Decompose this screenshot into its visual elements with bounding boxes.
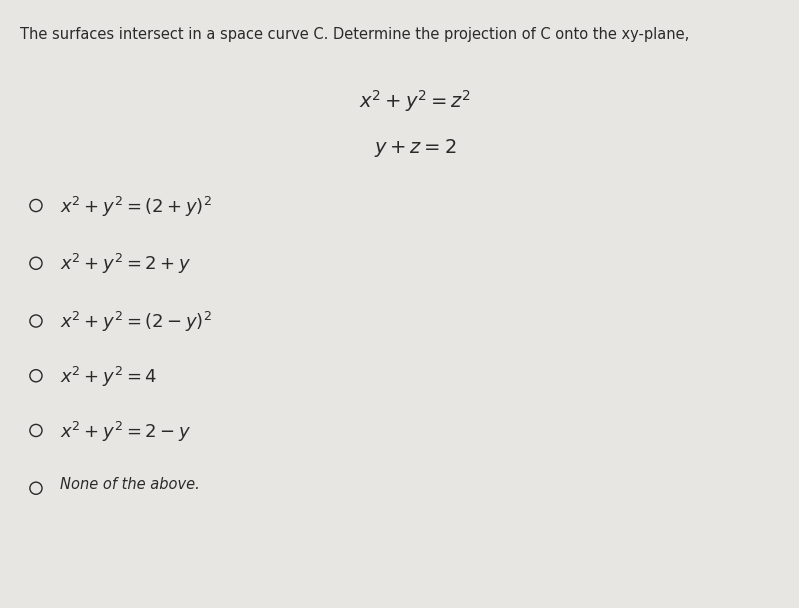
Text: $y + z = 2$: $y + z = 2$ [374, 137, 457, 159]
Text: $x^2 + y^2 = (2 - y)^2$: $x^2 + y^2 = (2 - y)^2$ [60, 310, 212, 334]
Text: $x^2 + y^2 = 2 + y$: $x^2 + y^2 = 2 + y$ [60, 252, 191, 277]
Text: The surfaces intersect in a space curve C. Determine the projection of C onto th: The surfaces intersect in a space curve … [20, 27, 690, 43]
Text: $x^2 + y^2 = 4$: $x^2 + y^2 = 4$ [60, 365, 157, 389]
Text: $x^2 + y^2 = 2 - y$: $x^2 + y^2 = 2 - y$ [60, 420, 191, 444]
Text: $x^2 + y^2 = z^2$: $x^2 + y^2 = z^2$ [360, 88, 471, 114]
Text: None of the above.: None of the above. [60, 477, 200, 492]
Text: $x^2 + y^2 = (2 + y)^2$: $x^2 + y^2 = (2 + y)^2$ [60, 195, 212, 219]
